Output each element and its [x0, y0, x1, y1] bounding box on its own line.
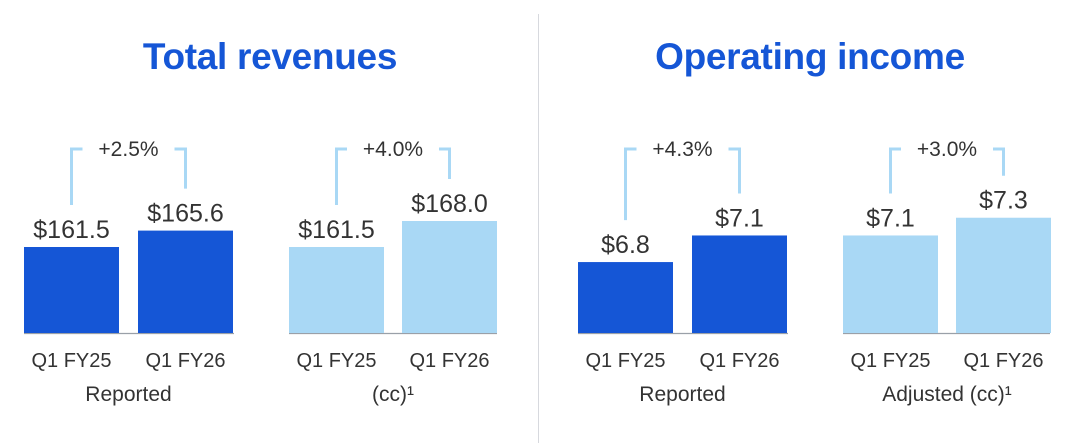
bar-0-1-1: [402, 221, 497, 333]
category-label: Q1 FY26: [409, 350, 489, 372]
group-label: Adjusted (cc)¹: [882, 383, 1012, 406]
bar-value-label: $7.1: [715, 204, 764, 232]
change-bracket-0-1: [335, 147, 451, 205]
category-label: Q1 FY26: [145, 350, 225, 372]
change-bracket-1-0: [624, 147, 741, 221]
chart-divider: [538, 14, 539, 443]
chart-title-revenues: Total revenues: [142, 36, 398, 77]
change-percentage-label: +2.5%: [98, 138, 158, 161]
bar-value-label: $7.3: [979, 187, 1028, 215]
category-label: Q1 FY25: [850, 350, 930, 372]
change-percentage-label: +3.0%: [917, 138, 977, 161]
chart-title-operating-income: Operating income: [655, 36, 965, 77]
bar-0-0-0: [24, 247, 119, 333]
change-percentage-label: +4.3%: [652, 138, 712, 161]
bar-value-label: $161.5: [298, 216, 374, 244]
group-label: (cc)¹: [372, 383, 414, 406]
category-label: Q1 FY26: [699, 350, 779, 372]
bar-1-0-0: [578, 262, 673, 333]
category-label: Q1 FY26: [963, 350, 1043, 372]
bar-value-label: $7.1: [866, 204, 915, 232]
bar-value-label: $168.0: [411, 190, 487, 218]
group-label: Reported: [639, 383, 725, 406]
category-label: Q1 FY25: [31, 350, 111, 372]
bar-value-label: $6.8: [601, 231, 650, 259]
bar-1-0-1: [692, 235, 787, 333]
change-percentage-label: +4.0%: [363, 138, 423, 161]
category-label: Q1 FY25: [585, 350, 665, 372]
change-bracket-0-0: [70, 147, 187, 205]
group-label: Reported: [85, 383, 171, 406]
bar-0-1-0: [289, 247, 384, 333]
bar-value-label: $161.5: [33, 216, 109, 244]
bar-1-1-1: [956, 217, 1051, 333]
bar-1-1-0: [843, 235, 938, 333]
bar-value-label: $165.6: [147, 200, 223, 228]
category-label: Q1 FY25: [296, 350, 376, 372]
change-bracket-1-1: [889, 147, 1005, 194]
bar-0-0-1: [138, 230, 233, 333]
